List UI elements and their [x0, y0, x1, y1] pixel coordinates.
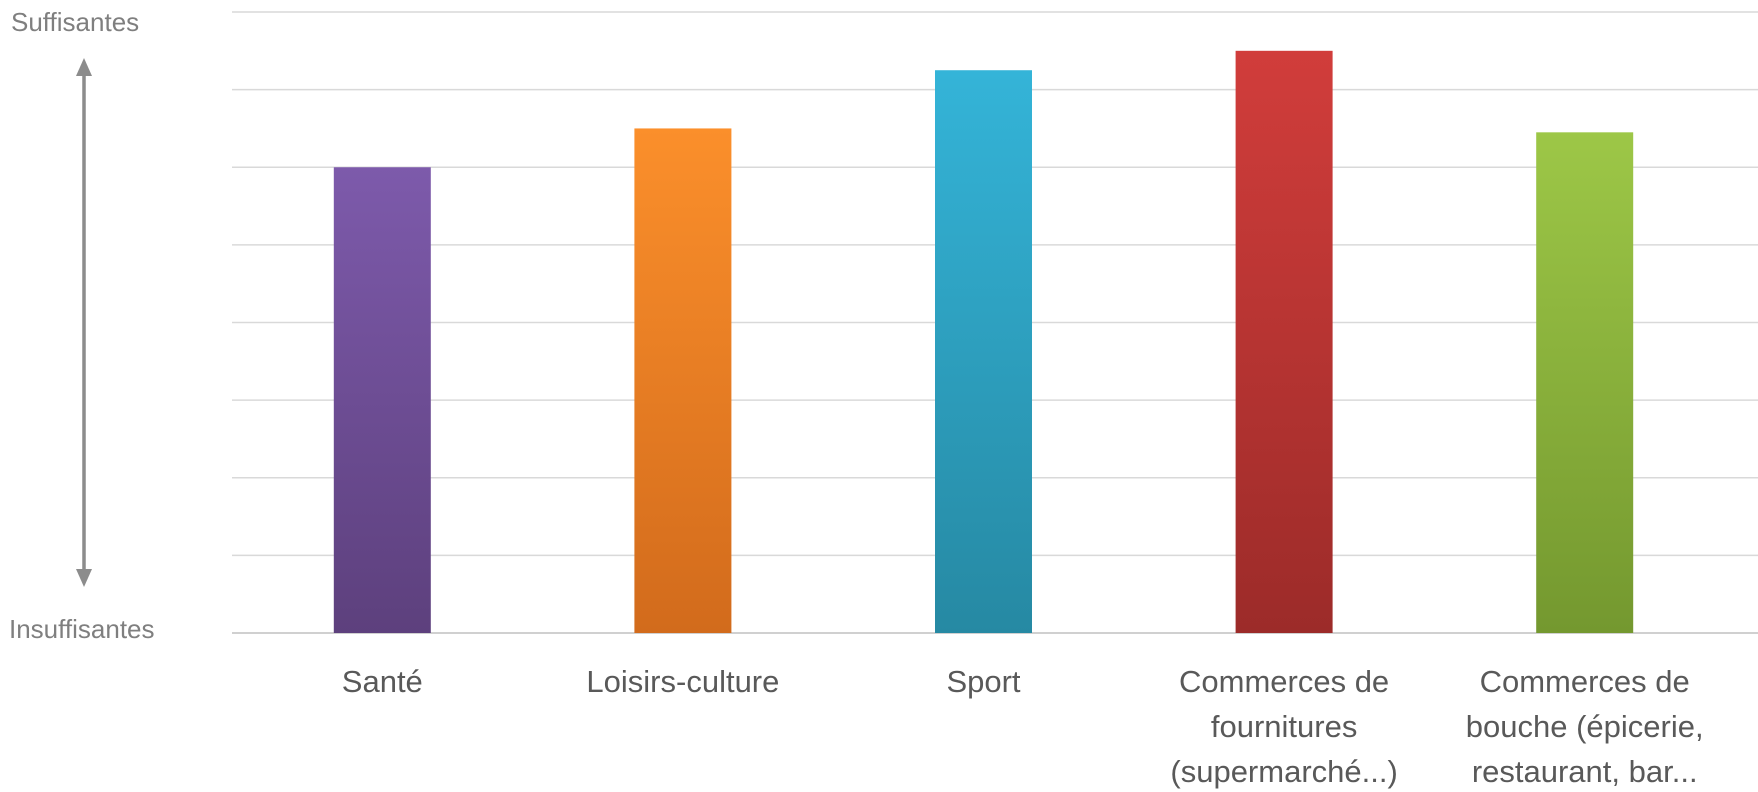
bar — [634, 128, 732, 633]
bar — [1235, 50, 1333, 633]
y-axis-top-label: Suffisantes — [11, 7, 139, 37]
x-tick-label: Commerces de bouche (épicerie, restaurant,… — [1466, 664, 1704, 789]
y-axis-arrow-head-top — [76, 58, 92, 76]
bars — [333, 50, 1634, 633]
x-tick-label-line: Commerces de — [1480, 664, 1690, 699]
y-axis-arrow-head-bottom — [76, 569, 92, 587]
bar — [1536, 132, 1634, 633]
x-tick-label-line: fournitures — [1211, 709, 1357, 744]
x-tick-label-line: Commerces de — [1179, 664, 1389, 699]
y-axis-arrow: Suffisantes Insuffisantes — [9, 7, 155, 644]
bar — [935, 70, 1032, 633]
y-axis-bottom-label: Insuffisantes — [9, 614, 155, 644]
x-tick-label-line: restaurant, bar... — [1472, 754, 1698, 789]
x-tick-label-line: (supermarché...) — [1170, 754, 1397, 789]
x-tick-label-line: Loisirs-culture — [586, 664, 779, 699]
x-tick-label: Commerces de fournitures (supermarché...) — [1170, 664, 1397, 789]
x-tick-label: Santé — [342, 664, 423, 699]
x-tick-label: Loisirs-culture — [586, 664, 779, 699]
x-tick-label-line: Sport — [946, 664, 1020, 699]
bar — [333, 167, 431, 633]
x-tick-label-line: Santé — [342, 664, 423, 699]
x-tick-label-line: bouche (épicerie, — [1466, 709, 1704, 744]
x-tick-label: Sport — [946, 664, 1020, 699]
category-labels: Santé Loisirs-culture Sport Commerces de fou… — [342, 664, 1704, 789]
